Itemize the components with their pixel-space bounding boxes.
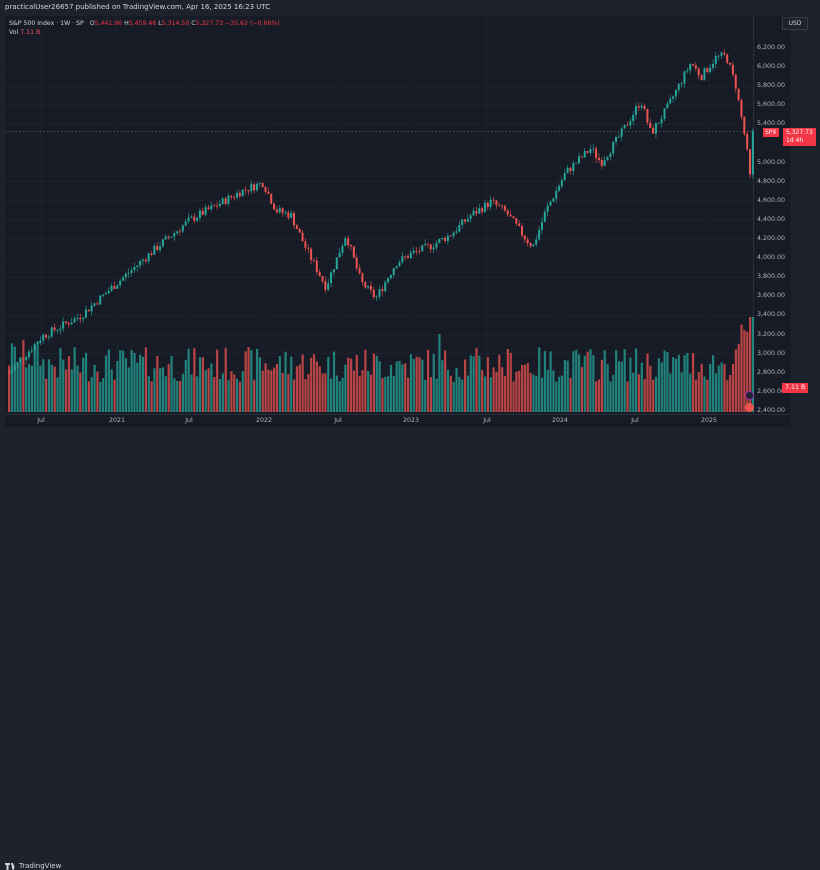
price-tick: 3,400.00 [757, 311, 786, 319]
low-value: 5,314.50 [161, 20, 190, 27]
time-tick: Jul [483, 417, 491, 424]
high-value: 5,459.46 [128, 20, 157, 27]
time-tick: 2021 [108, 417, 126, 424]
volume-label[interactable]: Vol [9, 29, 19, 36]
bar-countdown: 1d 4h [786, 137, 804, 144]
volume-value: 7.11 B [20, 29, 41, 36]
time-tick: Jul [334, 417, 342, 424]
right-strip [791, 16, 820, 414]
open-value: 5,441.96 [94, 20, 123, 27]
time-tick: Jul [185, 417, 193, 424]
time-tick: 2023 [402, 417, 420, 424]
candlestick-chart [5, 16, 755, 414]
price-tick: 6,000.00 [757, 63, 786, 71]
price-tick: 3,000.00 [757, 349, 786, 357]
symbol-title[interactable]: S&P 500 Index · 1W · SP [9, 20, 84, 27]
volume-badge: 7.11 B [782, 383, 809, 393]
top-bar: practicalUser26657 published on TradingV… [0, 0, 820, 16]
price-tick: 5,000.00 [757, 158, 786, 166]
time-tick: 2024 [551, 417, 569, 424]
price-tick: 4,400.00 [757, 215, 786, 223]
legend-ohlc-row: S&P 500 Index · 1W · SP O5,441.96 H5,459… [9, 20, 280, 27]
legend-volume-row: Vol 7.11 B [9, 28, 280, 37]
time-tick: 2025 [700, 417, 718, 424]
price-axis[interactable] [753, 16, 792, 414]
brand-name: TradingView [19, 862, 62, 870]
last-price-badge: 5,327.73 1d 4h [783, 128, 816, 146]
close-value: 5,327.73 [195, 20, 224, 27]
price-tick: 4,200.00 [757, 235, 786, 243]
time-tick: Jul [37, 417, 45, 424]
symbol-badge: SPX [763, 128, 779, 137]
price-tick: 3,200.00 [757, 330, 786, 338]
tradingview-logo[interactable]: TradingView [5, 862, 61, 870]
price-tick: 4,800.00 [757, 177, 786, 185]
tradingview-logo-icon [5, 862, 16, 870]
price-tick: 5,800.00 [757, 82, 786, 90]
time-tick: 2022 [255, 417, 273, 424]
price-tick: 5,600.00 [757, 101, 786, 109]
footer: TradingView [0, 428, 820, 870]
price-tick: 2,800.00 [757, 368, 786, 376]
time-axis[interactable] [5, 414, 791, 427]
price-tick: 2,400.00 [757, 407, 786, 414]
price-tick: 5,400.00 [757, 120, 786, 128]
change-value: −35.62 (−0.66%) [225, 20, 280, 27]
published-text: practicalUser26657 published on TradingV… [5, 3, 271, 11]
price-tick: 4,000.00 [757, 254, 786, 262]
price-tick: 2,600.00 [757, 387, 786, 395]
time-tick: Jul [631, 417, 639, 424]
chart-canvas[interactable] [5, 16, 753, 414]
price-tick: 3,800.00 [757, 273, 786, 281]
price-tick: 3,600.00 [757, 292, 786, 300]
last-price: 5,327.73 [786, 129, 813, 136]
chart-legend: S&P 500 Index · 1W · SP O5,441.96 H5,459… [9, 19, 280, 37]
currency-button[interactable]: USD [782, 17, 808, 30]
dividend-event-icon[interactable] [745, 391, 754, 400]
price-tick: 6,200.00 [757, 44, 786, 51]
price-tick: 4,600.00 [757, 196, 786, 204]
us-flag-event-icon[interactable] [745, 403, 754, 412]
